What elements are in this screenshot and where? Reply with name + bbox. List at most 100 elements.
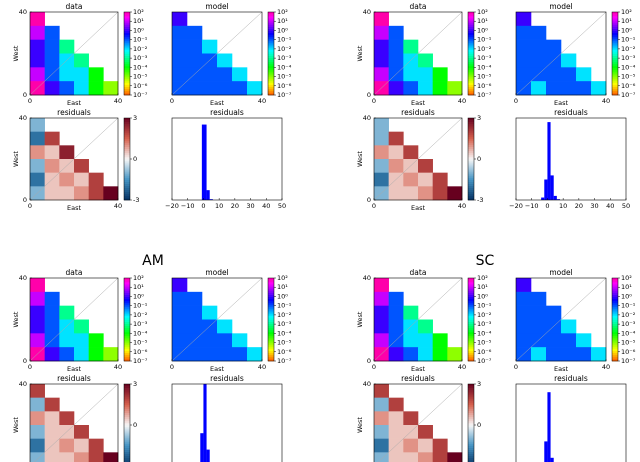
- colorbar-segment: [124, 431, 130, 434]
- heat-cell: [247, 81, 263, 96]
- colorbar-segment: [468, 435, 474, 438]
- hist-bar: [547, 392, 551, 462]
- colorbar-segment: [124, 179, 130, 182]
- colorbar-segment: [468, 138, 474, 141]
- heat-cell: [531, 319, 547, 334]
- colorbar-tick-label: 10⁻⁵: [133, 73, 148, 81]
- x-tick-label: 40: [114, 202, 122, 210]
- x-tick-label: 0: [170, 363, 174, 371]
- colorbar-segment: [468, 163, 474, 166]
- heat-cell: [217, 67, 233, 82]
- colorbar-segment: [124, 138, 130, 141]
- colorbar-tick-label: 10²: [621, 8, 632, 16]
- diagonal: [373, 117, 463, 201]
- axes-frame: [29, 117, 119, 201]
- colorbar-segment: [124, 358, 130, 362]
- colorbar-segment: [468, 334, 474, 337]
- colorbar-segment: [124, 443, 130, 446]
- colorbar-segment: [468, 394, 474, 397]
- colorbar-tick-label: 10⁻⁴: [621, 329, 636, 337]
- heat-cell: [44, 145, 60, 160]
- colorbar-segment: [268, 70, 274, 73]
- colorbar-segment: [468, 342, 474, 345]
- colorbar-segment: [124, 59, 130, 63]
- heat-cell: [74, 425, 89, 439]
- colorbar-segment: [612, 51, 618, 54]
- colorbar-segment: [468, 41, 474, 44]
- diagonal: [377, 383, 463, 462]
- colorbar-segment: [468, 340, 474, 343]
- heat-cell: [516, 39, 532, 54]
- colorbar-segment: [612, 284, 618, 287]
- x-tick-label: 40: [114, 97, 122, 105]
- colorbar-segment: [468, 323, 474, 327]
- colorbar-tick-label: 10⁻⁷: [621, 91, 636, 99]
- heat-cell: [187, 291, 203, 306]
- colorbar-segment: [468, 402, 474, 405]
- heat-cell: [374, 145, 389, 160]
- colorbar-segment: [468, 406, 474, 409]
- colorbar-segment: [124, 352, 130, 356]
- x-axis-label: East: [411, 365, 425, 373]
- x-tick-label: 0: [28, 202, 32, 210]
- axes-frame: [373, 383, 463, 462]
- colorbar-segment: [124, 36, 130, 40]
- colorbar-segment: [468, 65, 474, 69]
- axes-frame: [171, 383, 283, 462]
- colorbar-segment: [124, 422, 130, 426]
- colorbar-segment: [468, 122, 474, 125]
- colorbar-segment: [468, 396, 474, 399]
- colorbar-segment: [124, 388, 130, 391]
- colorbar-segment: [124, 439, 130, 442]
- colorbar-segment: [268, 354, 274, 358]
- x-axis-label: East: [67, 99, 81, 107]
- colorbar-segment: [612, 55, 618, 58]
- panel-title: residuals: [210, 108, 244, 117]
- heat-cell: [374, 39, 389, 54]
- heat-cell: [374, 278, 389, 293]
- colorbar-segment: [612, 16, 618, 19]
- heat-cell: [418, 172, 433, 187]
- colorbar-segment: [124, 449, 130, 452]
- panel-title: model: [205, 268, 228, 277]
- heat-cell: [30, 278, 45, 293]
- x-tick-label: 40: [458, 97, 466, 105]
- heat-cell: [576, 67, 592, 82]
- heat-cell: [172, 291, 188, 306]
- x-tick-label: 40: [602, 363, 610, 371]
- colorbar-segment: [468, 124, 474, 127]
- heat-cell: [44, 411, 60, 426]
- colorbar-segment: [468, 193, 474, 197]
- colorbar-tick-label: 10⁻³: [477, 54, 492, 62]
- heat-cell: [59, 305, 75, 320]
- colorbar-segment: [268, 309, 274, 312]
- colorbar-segment: [124, 169, 130, 172]
- colorbar-segment: [124, 356, 130, 360]
- colorbar-segment: [468, 350, 474, 353]
- colorbar-segment: [468, 78, 474, 81]
- heat-cell: [44, 425, 60, 439]
- axes-frame: [515, 383, 627, 462]
- heat-cell: [418, 159, 433, 173]
- colorbar-segment: [268, 55, 274, 58]
- colorbar-segment: [124, 288, 130, 291]
- colorbar-tick-label: 10⁻¹: [477, 302, 492, 310]
- colorbar-tick-label: 10²: [277, 274, 288, 282]
- colorbar-segment: [268, 34, 274, 38]
- axes-frame: [171, 117, 283, 201]
- colorbar-segment: [124, 327, 130, 331]
- colorbar-segment: [612, 82, 618, 85]
- colorbar-segment: [124, 26, 130, 29]
- heat-cell: [88, 452, 104, 462]
- y-tick-label: 0: [367, 357, 371, 365]
- panel-title: data: [410, 2, 427, 11]
- heat-cell: [531, 53, 547, 68]
- colorbar-segment: [468, 55, 474, 58]
- x-tick-label: 40: [458, 202, 466, 210]
- x-tick-label: 30: [246, 202, 254, 210]
- colorbar-segment: [124, 317, 130, 320]
- heat-cell: [172, 12, 188, 27]
- colorbar-tick-label: 10⁻⁵: [477, 73, 492, 81]
- heat-cell: [374, 131, 389, 146]
- colorbar-segment: [468, 352, 474, 356]
